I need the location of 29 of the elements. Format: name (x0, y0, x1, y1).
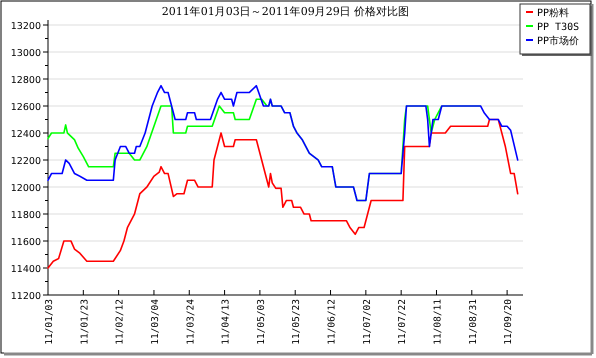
x-tick-label: 11/01/23 (79, 299, 90, 345)
x-tick-label: 11/05/03 (256, 299, 267, 345)
y-tick-label: 11600 (10, 237, 41, 248)
x-tick-label: 11/07/02 (362, 299, 373, 345)
legend-label: PP粉料 (537, 7, 570, 19)
y-tick-label: 12800 (10, 75, 41, 86)
y-tick-label: 12200 (10, 156, 41, 167)
x-tick-label: 11/07/22 (397, 299, 408, 345)
legend-label: PP T30S (537, 22, 580, 33)
y-tick-label: 11800 (10, 210, 41, 221)
x-tick-label: 11/08/31 (468, 298, 479, 345)
x-tick-label: 11/01/03 (44, 299, 55, 345)
chart-title: 2011年01月03日～2011年09月29日 价格对比图 (162, 5, 410, 18)
y-tick-label: 13000 (10, 48, 41, 59)
y-tick-label: 12000 (10, 183, 41, 194)
x-tick-label: 11/09/20 (503, 298, 514, 345)
y-tick-label: 11200 (10, 291, 41, 302)
x-tick-label: 11/05/23 (291, 299, 302, 345)
x-tick-label: 11/06/12 (326, 299, 338, 345)
x-tick-label: 11/02/12 (114, 299, 126, 345)
x-tick-label: 11/08/11 (432, 298, 444, 345)
legend-label: PP市场价 (537, 35, 580, 47)
y-tick-label: 12400 (10, 129, 41, 140)
x-tick-label: 11/04/13 (220, 299, 232, 345)
y-tick-label: 12600 (10, 102, 41, 113)
x-tick-label: 11/03/04 (150, 298, 161, 345)
y-tick-label: 13200 (10, 21, 41, 32)
x-tick-label: 11/03/24 (185, 298, 196, 345)
y-tick-label: 11400 (10, 264, 41, 275)
